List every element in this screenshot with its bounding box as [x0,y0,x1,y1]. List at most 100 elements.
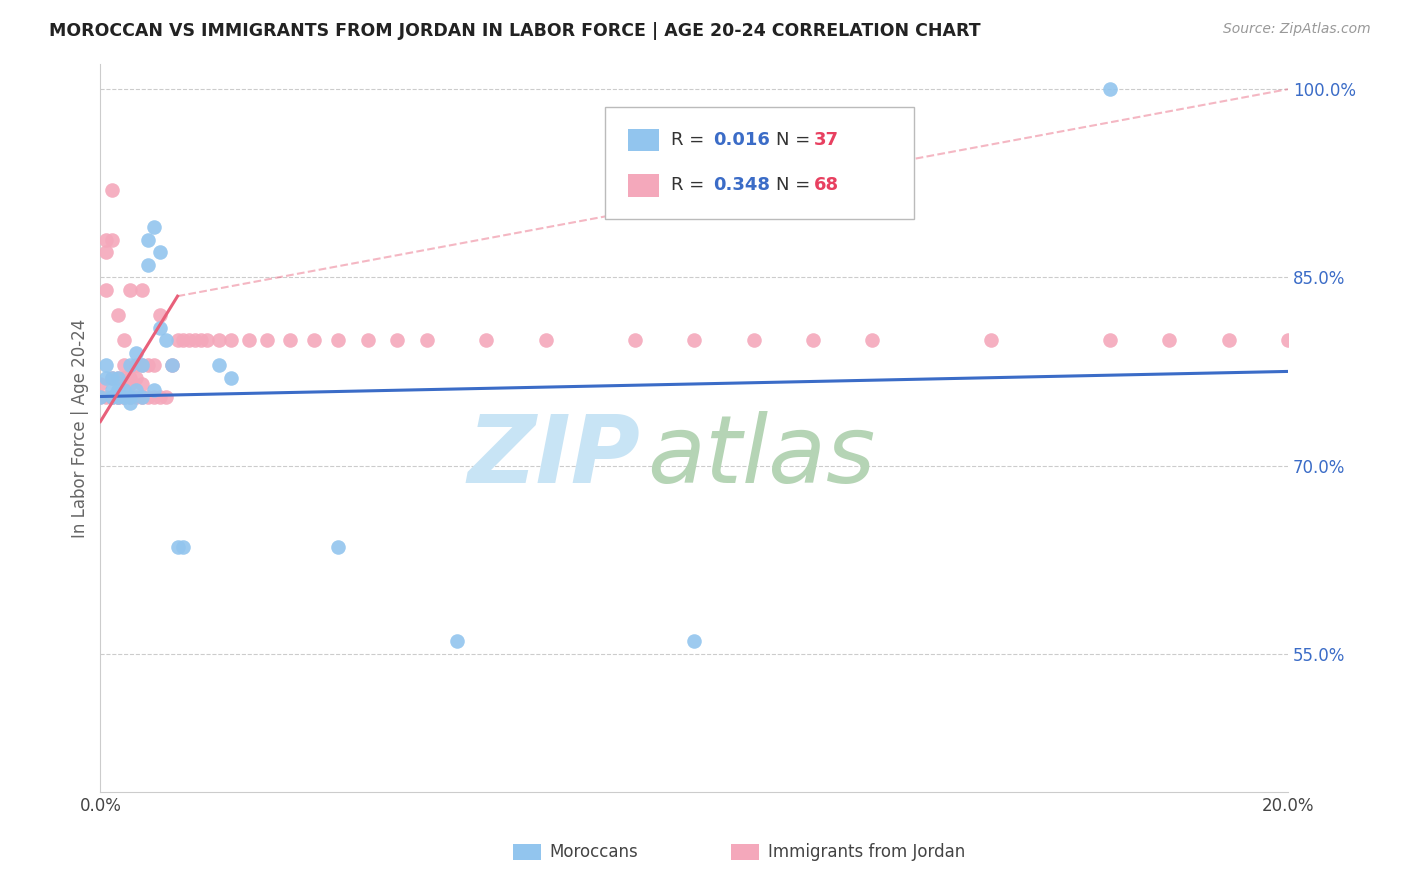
Point [149,245,172,260]
Point [149,390,172,404]
Point [101,390,124,404]
Point [1159,333,1181,347]
Text: ZIP: ZIP [468,411,641,503]
Point [238,333,260,347]
Point [195,333,218,347]
Point [149,320,172,334]
Text: MOROCCAN VS IMMIGRANTS FROM JORDAN IN LABOR FORCE | AGE 20-24 CORRELATION CHART: MOROCCAN VS IMMIGRANTS FROM JORDAN IN LA… [49,22,981,40]
Point [155,390,177,404]
Point [131,390,153,404]
Text: Moroccans: Moroccans [550,843,638,861]
Text: N =: N = [776,131,815,149]
Point [190,333,212,347]
Point [256,333,278,347]
Point [107,390,129,404]
Point [101,390,124,404]
Point [131,390,153,404]
Point [980,333,1002,347]
Point [107,308,129,322]
Point [101,370,124,384]
Point [107,370,129,384]
Point [96,370,118,384]
Text: R =: R = [671,131,710,149]
Point [142,383,165,397]
Point [208,358,231,372]
Point [96,245,118,260]
Point [155,333,177,347]
Point [101,233,124,247]
Point [112,358,135,372]
Point [142,390,165,404]
Point [475,333,498,347]
Point [742,333,765,347]
Point [219,333,242,347]
Point [101,390,124,404]
Point [534,333,557,347]
Point [446,634,468,648]
Y-axis label: In Labor Force | Age 20-24: In Labor Force | Age 20-24 [72,318,89,538]
Point [118,370,141,384]
Point [142,358,165,372]
Point [173,540,195,554]
Point [89,390,111,404]
Point [101,182,124,196]
Point [118,396,141,410]
Point [326,333,349,347]
Point [219,370,242,384]
Point [149,308,172,322]
Point [1218,333,1240,347]
Point [166,333,188,347]
Point [208,333,231,347]
Point [107,383,129,397]
Point [89,376,111,391]
Point [125,358,148,372]
Point [173,333,195,347]
Text: 0.348: 0.348 [713,177,770,194]
Point [131,358,153,372]
Point [142,220,165,235]
Point [112,383,135,397]
Point [96,390,118,404]
Point [131,376,153,391]
Point [96,283,118,297]
Point [89,390,111,404]
Point [107,370,129,384]
Point [136,358,159,372]
Point [118,390,141,404]
Point [160,358,183,372]
Point [131,358,153,372]
Point [416,333,439,347]
Point [125,370,148,384]
Point [280,333,302,347]
Text: 68: 68 [814,177,839,194]
Point [118,376,141,391]
Point [136,390,159,404]
Point [112,333,135,347]
Point [125,390,148,404]
Point [112,390,135,404]
Point [101,383,124,397]
Point [107,390,129,404]
Text: N =: N = [776,177,815,194]
Point [136,233,159,247]
Point [118,283,141,297]
Point [1277,333,1299,347]
Point [125,383,148,397]
Text: Source: ZipAtlas.com: Source: ZipAtlas.com [1223,22,1371,37]
Point [623,333,645,347]
Text: R =: R = [671,177,710,194]
Point [302,333,325,347]
Point [184,333,207,347]
Point [118,390,141,404]
Point [326,540,349,554]
Point [179,333,201,347]
Point [96,358,118,372]
Point [1098,82,1121,96]
Point [860,333,883,347]
Point [96,233,118,247]
Point [166,540,188,554]
Point [683,333,706,347]
Point [131,283,153,297]
Point [125,345,148,359]
Point [112,370,135,384]
